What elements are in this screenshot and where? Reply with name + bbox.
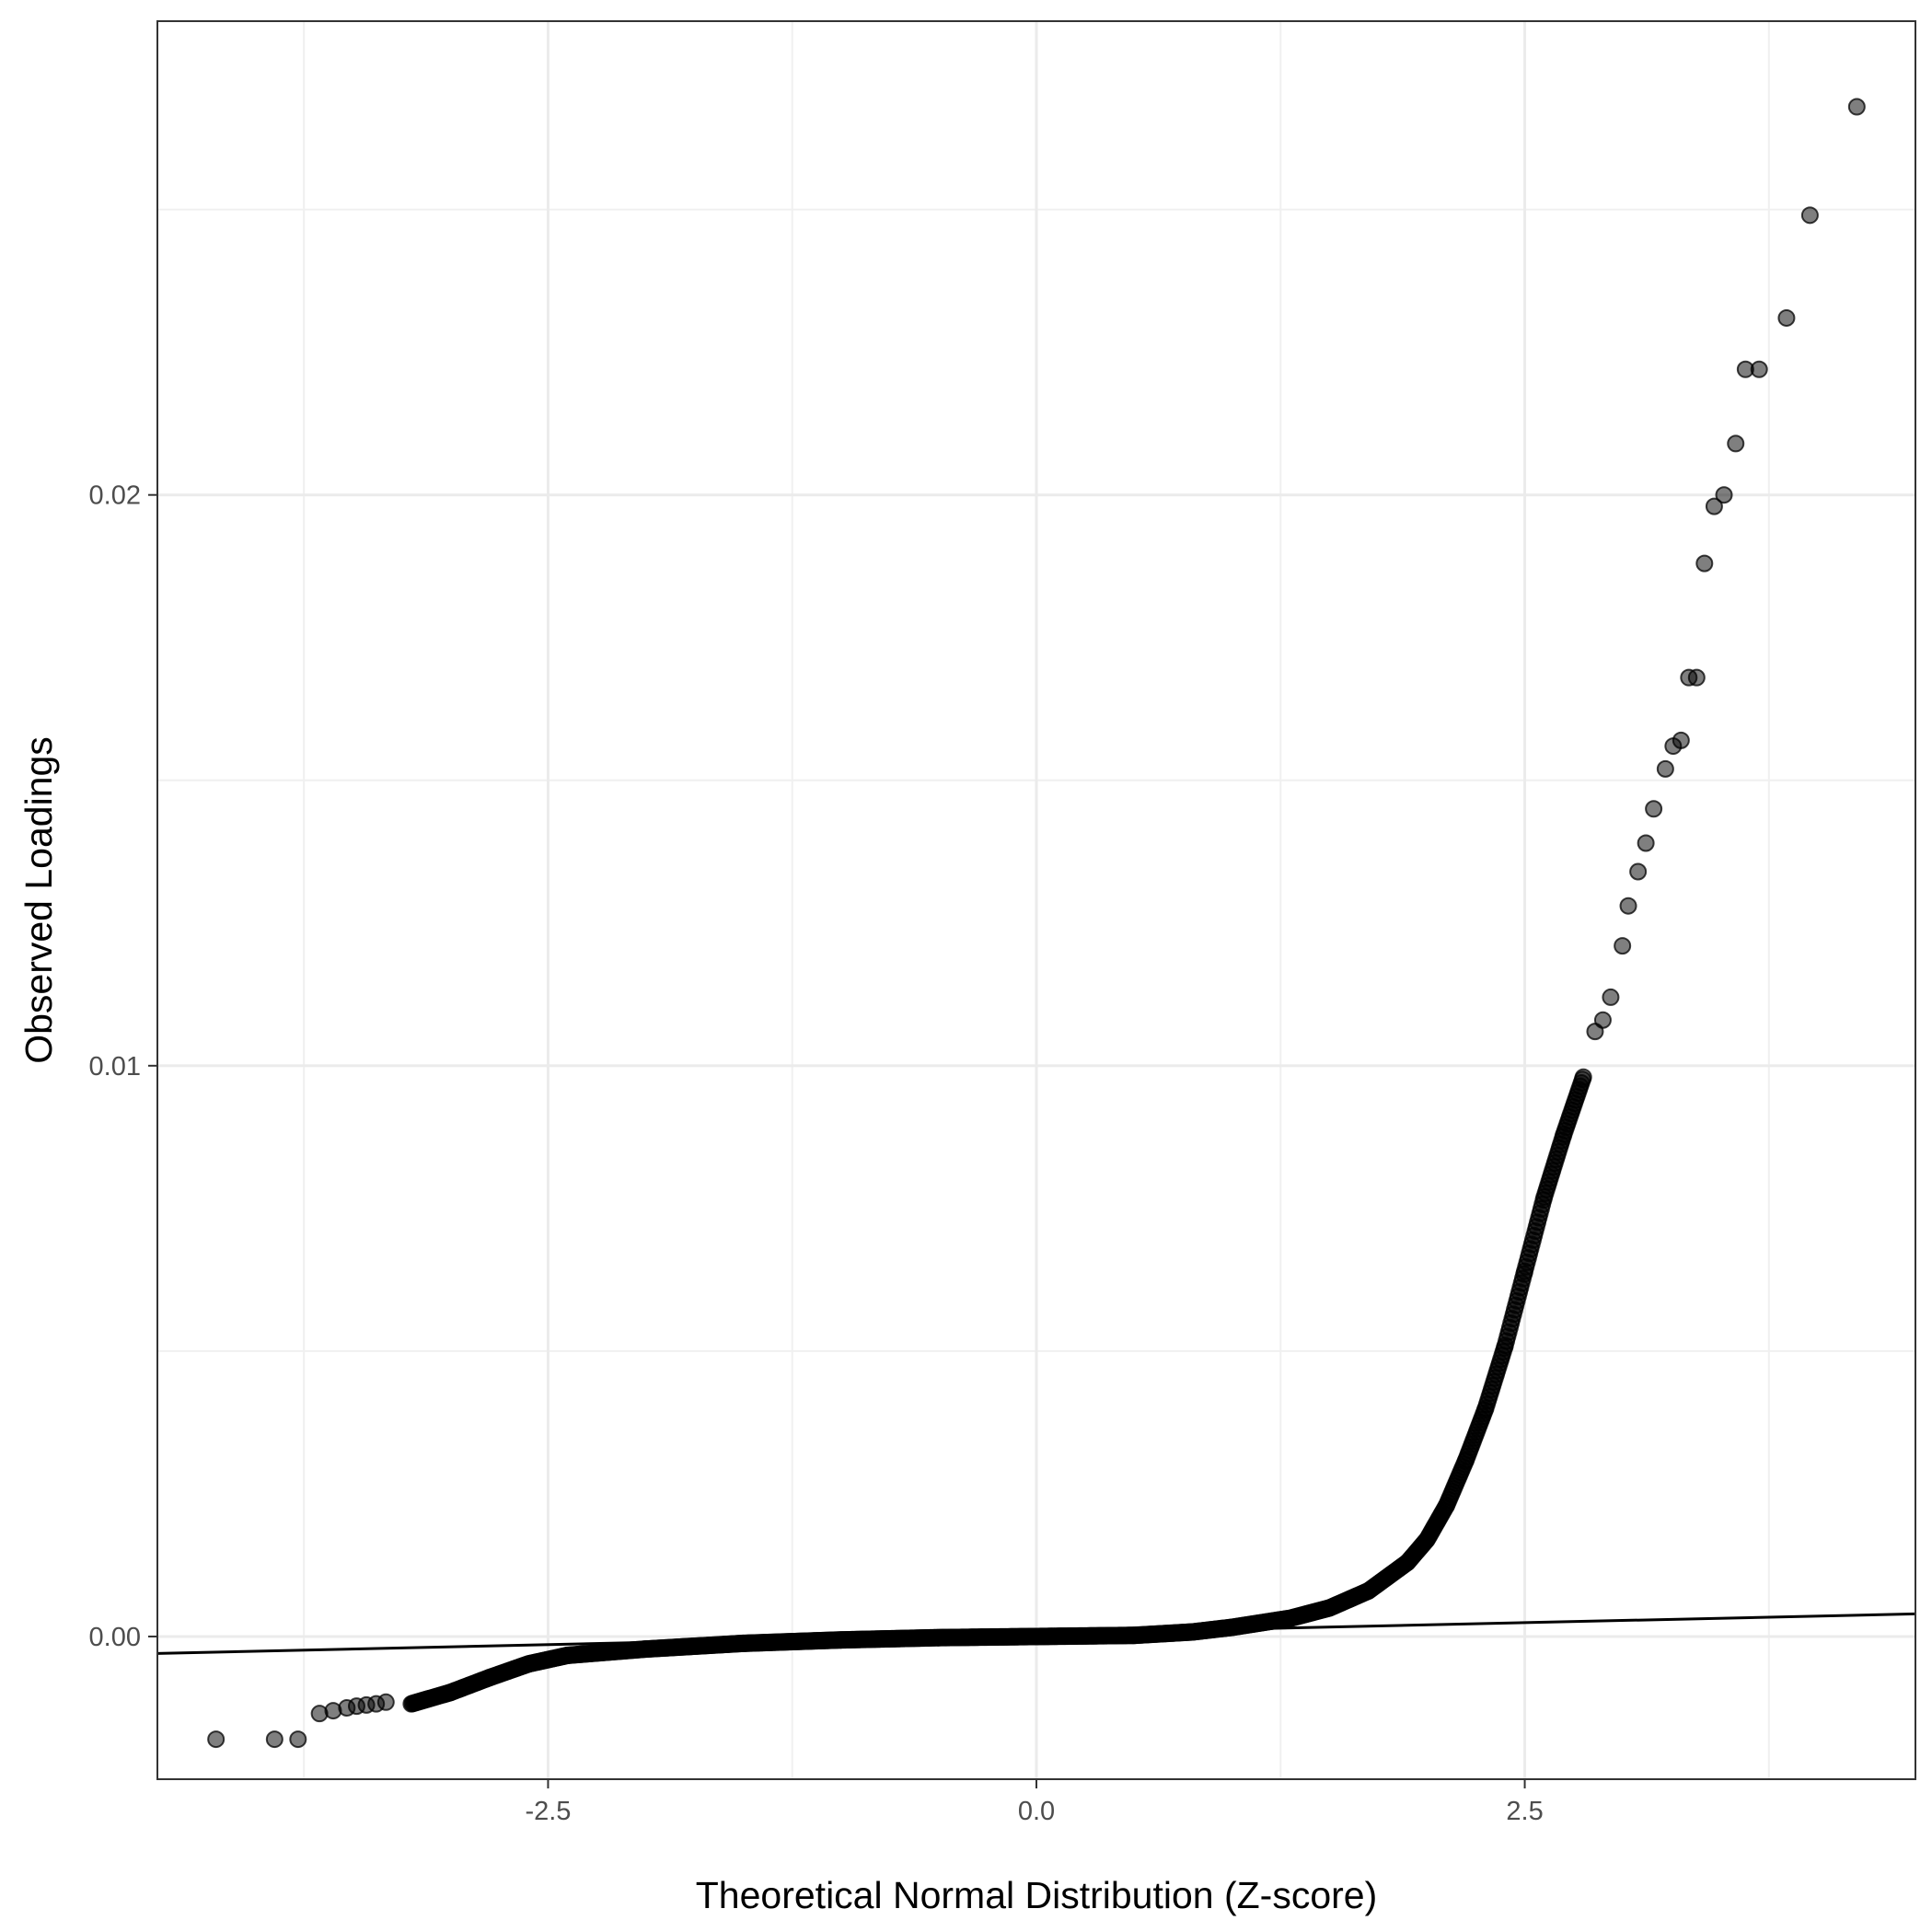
data-point: [207, 1730, 226, 1749]
data-point: [1777, 308, 1796, 327]
data-point: [1800, 206, 1819, 225]
data-point: [289, 1730, 307, 1749]
data-point: [1656, 759, 1674, 778]
x-axis-ticks: -2.5 0.0 2.5: [525, 1779, 1544, 1826]
data-point: [376, 1693, 395, 1711]
reference-line-layer: [157, 1612, 1915, 1655]
x-axis-title: Theoretical Normal Distribution (Z-score…: [696, 1874, 1377, 1916]
data-point: [1637, 834, 1655, 852]
data-point: [1695, 554, 1714, 573]
y-axis-ticks: 0.00 0.01 0.02: [89, 481, 157, 1652]
data-point: [1705, 497, 1723, 515]
data-point: [1847, 98, 1866, 116]
data-point: [1715, 486, 1733, 504]
x-tick-label: 2.5: [1506, 1797, 1543, 1826]
y-axis-title: Observed Loadings: [17, 736, 60, 1064]
data-point: [1574, 1068, 1592, 1086]
reference-line: [157, 1612, 1915, 1655]
data-point: [1727, 434, 1745, 453]
x-tick-label: -2.5: [525, 1797, 571, 1826]
y-tick-label: 0.00: [89, 1623, 141, 1652]
data-point: [1750, 360, 1768, 378]
data-point: [1593, 1011, 1612, 1029]
y-tick-label: 0.02: [89, 481, 141, 511]
data-point: [1687, 668, 1706, 687]
sample-quantile-points: [207, 98, 1866, 1749]
data-point: [265, 1730, 283, 1749]
y-tick-label: 0.01: [89, 1052, 141, 1082]
data-point: [1672, 731, 1690, 749]
data-point: [1614, 937, 1632, 955]
data-point: [1645, 800, 1663, 818]
data-point: [1629, 862, 1648, 881]
data-point: [1619, 897, 1637, 915]
data-point: [1602, 988, 1620, 1006]
x-tick-label: 0.0: [1018, 1797, 1055, 1826]
